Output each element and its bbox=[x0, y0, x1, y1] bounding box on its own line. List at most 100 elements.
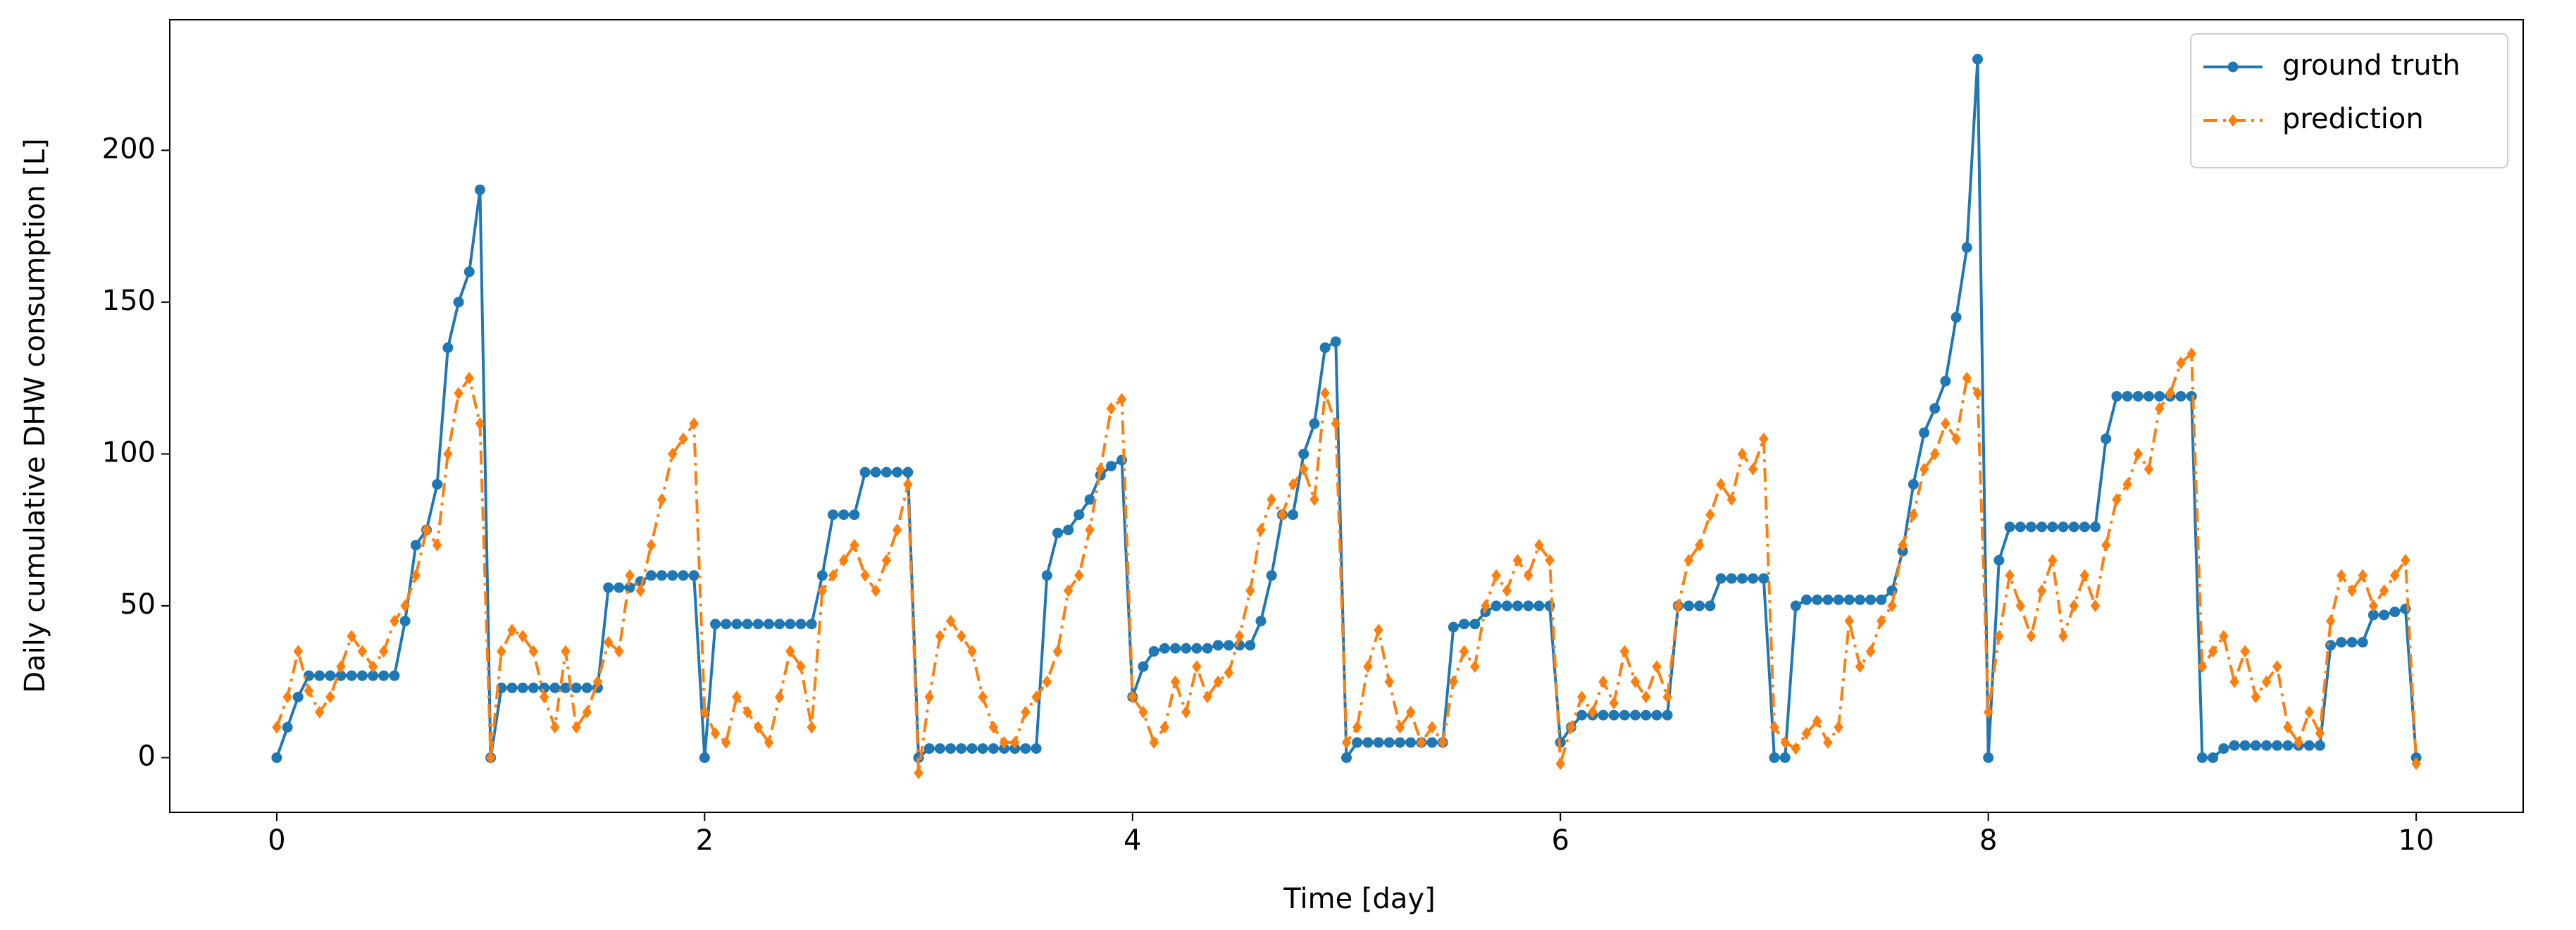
marker bbox=[1822, 594, 1834, 605]
marker bbox=[2229, 740, 2240, 751]
marker bbox=[443, 447, 453, 461]
marker bbox=[475, 417, 485, 430]
marker bbox=[2239, 740, 2251, 751]
marker bbox=[497, 645, 506, 658]
marker bbox=[603, 582, 614, 593]
marker bbox=[774, 619, 785, 630]
marker bbox=[1641, 709, 1652, 721]
marker bbox=[2346, 637, 2358, 648]
marker bbox=[2026, 630, 2036, 643]
marker bbox=[945, 614, 956, 628]
marker bbox=[817, 584, 828, 597]
marker bbox=[795, 619, 807, 630]
marker bbox=[731, 619, 742, 630]
marker bbox=[1373, 737, 1384, 748]
marker bbox=[988, 743, 999, 754]
marker bbox=[1588, 705, 1598, 719]
marker bbox=[710, 619, 721, 630]
legend-marker bbox=[2228, 114, 2238, 127]
marker bbox=[2068, 521, 2079, 533]
marker bbox=[2197, 660, 2208, 674]
line bbox=[275, 58, 2418, 762]
marker bbox=[850, 538, 859, 552]
marker bbox=[1256, 523, 1266, 537]
marker bbox=[1063, 584, 1074, 597]
marker bbox=[1748, 573, 1759, 584]
marker bbox=[2122, 478, 2132, 491]
marker bbox=[1608, 709, 1619, 721]
marker bbox=[2079, 569, 2090, 582]
marker bbox=[2036, 584, 2047, 597]
marker bbox=[1630, 709, 1641, 721]
marker bbox=[1748, 462, 1758, 476]
marker bbox=[1737, 447, 1748, 461]
marker bbox=[2047, 521, 2058, 533]
marker bbox=[485, 751, 496, 764]
marker bbox=[2294, 736, 2303, 749]
marker bbox=[442, 342, 454, 354]
marker bbox=[1363, 660, 1373, 674]
marker bbox=[796, 660, 806, 674]
marker bbox=[2303, 740, 2315, 751]
marker bbox=[1790, 600, 1801, 612]
marker bbox=[1983, 705, 1993, 719]
marker bbox=[410, 540, 421, 551]
marker bbox=[1684, 554, 1694, 567]
marker bbox=[1715, 573, 1726, 584]
marker bbox=[2389, 607, 2401, 618]
marker bbox=[421, 523, 432, 537]
marker bbox=[988, 721, 999, 734]
marker bbox=[1609, 696, 1619, 709]
marker bbox=[1598, 709, 1609, 721]
marker bbox=[978, 690, 988, 704]
marker bbox=[1758, 573, 1769, 584]
marker bbox=[2218, 743, 2229, 754]
marker bbox=[1266, 570, 1277, 581]
marker bbox=[1812, 594, 1823, 605]
marker bbox=[2122, 390, 2133, 402]
marker bbox=[1031, 690, 1041, 704]
marker bbox=[956, 743, 967, 754]
marker bbox=[2379, 609, 2390, 621]
marker bbox=[710, 726, 721, 740]
marker bbox=[1951, 432, 1961, 445]
marker bbox=[945, 743, 957, 754]
marker bbox=[368, 670, 379, 681]
marker bbox=[742, 619, 753, 630]
marker bbox=[2272, 740, 2283, 751]
marker bbox=[625, 569, 635, 582]
marker bbox=[657, 570, 668, 581]
marker bbox=[2219, 630, 2229, 643]
marker bbox=[1288, 478, 1298, 491]
marker bbox=[924, 690, 934, 704]
marker bbox=[1159, 721, 1170, 734]
marker bbox=[335, 670, 347, 681]
marker bbox=[1352, 721, 1362, 734]
marker bbox=[2250, 740, 2261, 751]
marker bbox=[453, 297, 464, 308]
marker bbox=[2314, 740, 2325, 751]
marker bbox=[1961, 242, 1972, 253]
marker bbox=[1224, 666, 1234, 679]
marker bbox=[292, 691, 304, 702]
marker bbox=[1234, 630, 1245, 643]
marker bbox=[1983, 752, 1994, 763]
marker bbox=[2251, 690, 2261, 704]
marker bbox=[399, 615, 411, 626]
marker bbox=[1779, 752, 1791, 763]
marker bbox=[2154, 402, 2165, 415]
marker bbox=[390, 614, 399, 628]
marker bbox=[752, 619, 764, 630]
marker bbox=[742, 705, 752, 719]
marker bbox=[732, 690, 742, 704]
marker bbox=[859, 466, 871, 478]
marker bbox=[2208, 645, 2218, 658]
marker bbox=[463, 266, 475, 278]
marker bbox=[902, 466, 914, 478]
marker bbox=[1330, 336, 1341, 347]
marker bbox=[903, 478, 913, 491]
marker bbox=[1940, 376, 1951, 387]
marker bbox=[774, 690, 785, 704]
marker bbox=[1566, 721, 1576, 734]
marker bbox=[1469, 660, 1480, 674]
